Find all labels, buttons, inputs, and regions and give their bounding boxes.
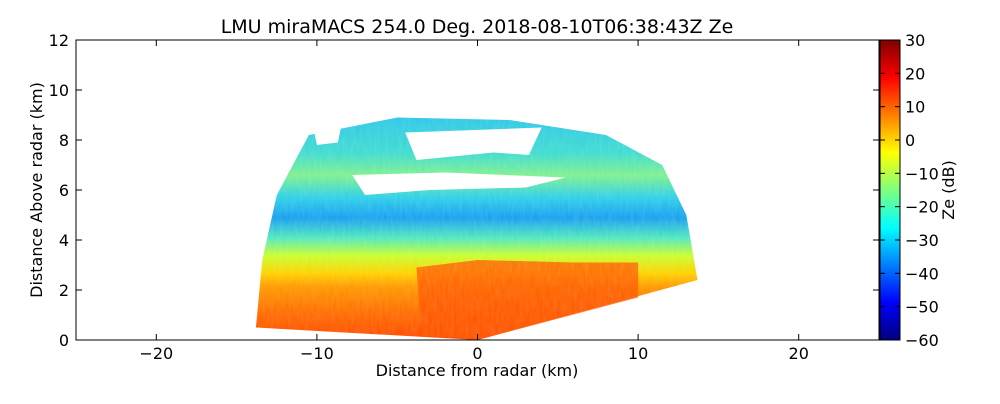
y-tick-label: 0 <box>59 331 69 350</box>
colorbar <box>880 40 900 340</box>
colorbar-tick-label: −60 <box>905 331 939 350</box>
plot-area <box>256 118 698 341</box>
radar-chart: LMU miraMACS 254.0 Deg. 2018-08-10T06:38… <box>0 0 1000 400</box>
y-axis-label: Distance Above radar (km) <box>27 82 46 298</box>
chart-title: LMU miraMACS 254.0 Deg. 2018-08-10T06:38… <box>221 16 734 38</box>
x-tick-label: −10 <box>300 344 334 363</box>
colorbar-tick-label: −30 <box>905 231 939 250</box>
y-tick-label: 12 <box>49 31 69 50</box>
y-tick-label: 2 <box>59 281 69 300</box>
x-axis-label: Distance from radar (km) <box>376 361 579 380</box>
colorbar-tick-label: −20 <box>905 198 939 217</box>
x-tick-label: 10 <box>628 344 648 363</box>
colorbar-label: Ze (dB) <box>939 160 958 220</box>
y-tick-label: 10 <box>49 81 69 100</box>
colorbar-tick-label: −50 <box>905 298 939 317</box>
colorbar-tick-label: 10 <box>905 98 925 117</box>
y-tick-label: 4 <box>59 231 69 250</box>
colorbar-tick-label: 30 <box>905 31 925 50</box>
no-echo-region <box>314 128 341 146</box>
x-tick-label: −20 <box>139 344 173 363</box>
colorbar-tick-label: 0 <box>905 131 915 150</box>
colorbar-tick-label: −40 <box>905 264 939 283</box>
y-tick-label: 6 <box>59 181 69 200</box>
colorbar-tick-label: 20 <box>905 64 925 83</box>
colorbar-tick-label: −10 <box>905 164 939 183</box>
x-tick-label: 20 <box>789 344 809 363</box>
y-tick-label: 8 <box>59 131 69 150</box>
